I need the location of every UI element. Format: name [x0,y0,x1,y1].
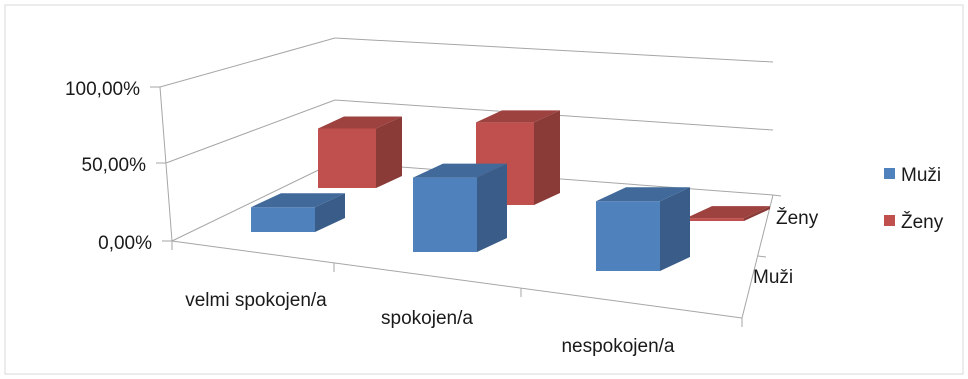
bar-muzi-top [596,187,690,202]
bar-zeny-side [534,110,560,205]
bar-zeny-front [686,218,744,221]
legend-label-zeny: Ženy [901,211,944,233]
bar-muzi-side [477,163,507,252]
bar-muzi-side [315,193,345,232]
bar-zeny-top [686,206,770,219]
bar-muzi-front [251,207,315,232]
bar-muzi-top [251,193,345,208]
category-label: nespokojen/a [561,336,674,357]
y-tick-label-100: 100,00% [65,79,140,100]
depth-tick-mark [757,255,767,258]
bar-zeny-front [318,128,376,188]
legend-swatch-zeny [884,215,895,226]
side-gridline-50 [165,99,336,164]
back-gridline-100 [334,37,774,63]
y-axis-line [159,86,173,242]
bars-group [251,110,770,271]
legend-swatch-muzi [884,168,895,179]
depth-label-muzi: Muži [753,267,793,288]
x-axis-line [171,240,743,319]
category-label: spokojen/a [381,308,473,329]
bar-zeny-top [318,116,402,129]
side-gridline-0 [171,161,336,242]
bar-zeny-side [744,206,770,221]
y-tick-label-0: 0,00% [98,233,152,254]
bar-muzi-front [596,201,660,271]
bar-zeny-top [476,110,560,123]
bar-muzi-top [413,163,507,178]
legend: Muži Ženy [884,165,944,233]
depth-axis-line [741,194,774,319]
legend-label-muzi: Muži [901,165,941,186]
bar-muzi-side [660,187,690,271]
bar-muzi-front [413,177,477,252]
depth-label-zeny: Ženy [776,207,819,229]
side-gridline-100 [159,37,336,88]
y-tick-label-50: 50,00% [82,155,147,176]
bar-zeny-side [376,116,402,188]
depth-tick-mark [772,194,782,197]
category-label: velmi spokojen/a [185,290,327,311]
